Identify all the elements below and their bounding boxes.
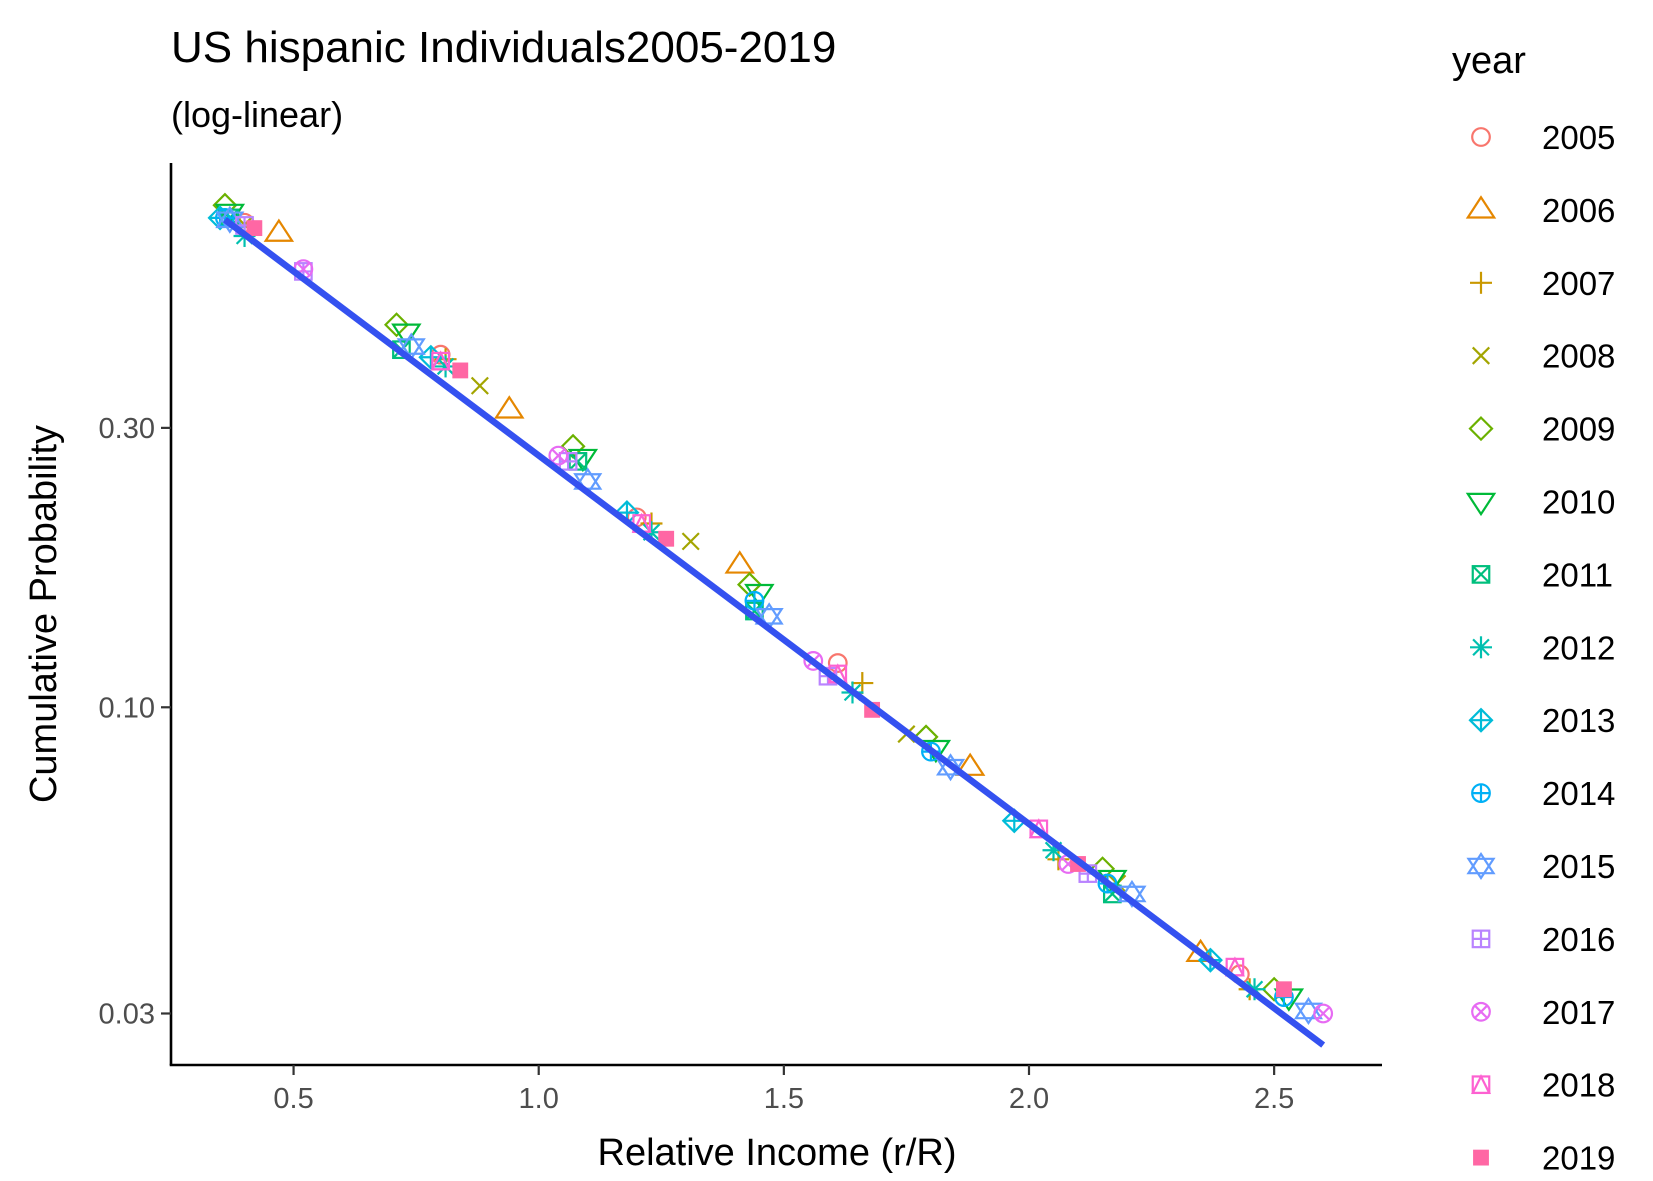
fit-line bbox=[222, 217, 1326, 1048]
legend-key-2017 bbox=[1471, 1001, 1491, 1022]
legend-key-2012 bbox=[1470, 636, 1492, 659]
legend-key-2011 bbox=[1471, 565, 1491, 584]
y-tick-label: 0.30 bbox=[99, 413, 155, 445]
data-point bbox=[396, 332, 426, 361]
data-point bbox=[383, 312, 410, 338]
legend-item-2013: 2013 bbox=[1468, 702, 1615, 739]
legend-label: 2006 bbox=[1542, 192, 1615, 229]
x-tick-label: 1.0 bbox=[519, 1083, 559, 1115]
data-point bbox=[1313, 1003, 1334, 1024]
legend-key-2015 bbox=[1466, 851, 1496, 881]
legend-label: 2014 bbox=[1542, 775, 1615, 812]
data-point bbox=[452, 362, 469, 379]
data-point bbox=[1276, 981, 1292, 998]
data-point bbox=[246, 220, 263, 237]
legend-key-2016 bbox=[1471, 929, 1491, 949]
legend-item-2005: 2005 bbox=[1471, 119, 1615, 156]
legend-items: 2005 2006 2007 2008 2009 2010 2011 2012 2013 2014… bbox=[1465, 119, 1615, 1177]
legend-label: 2015 bbox=[1542, 848, 1615, 885]
legend-key-2005 bbox=[1471, 127, 1491, 147]
x-axis-label: Relative Income (r/R) bbox=[598, 1132, 957, 1174]
data-point bbox=[851, 672, 874, 695]
y-tick-label: 0.10 bbox=[99, 692, 155, 724]
y-axis-ticks: 0.30 0.10 0.03 bbox=[99, 413, 171, 1030]
x-tick-label: 2.0 bbox=[1009, 1083, 1049, 1115]
series-2006 bbox=[263, 218, 1216, 963]
legend-item-2007: 2007 bbox=[1470, 265, 1615, 302]
legend-label: 2013 bbox=[1542, 702, 1615, 739]
x-tick-label: 1.5 bbox=[764, 1083, 804, 1115]
data-point bbox=[548, 445, 569, 466]
legend-key-2018 bbox=[1470, 1073, 1492, 1095]
legend-label: 2011 bbox=[1542, 556, 1613, 593]
legend-item-2019: 2019 bbox=[1473, 1140, 1615, 1177]
legend-item-2011: 2011 bbox=[1471, 556, 1613, 593]
legend-label: 2012 bbox=[1542, 629, 1615, 666]
legend-item-2015: 2015 bbox=[1466, 848, 1615, 885]
legend-label: 2009 bbox=[1542, 411, 1615, 448]
legend-label: 2005 bbox=[1542, 119, 1615, 156]
data-point bbox=[214, 203, 246, 228]
legend-key-2010 bbox=[1465, 492, 1497, 517]
x-tick-label: 0.5 bbox=[273, 1083, 313, 1115]
legend-key-2009 bbox=[1468, 416, 1494, 442]
legend-label: 2019 bbox=[1542, 1140, 1615, 1177]
data-point bbox=[736, 572, 763, 598]
legend-item-2010: 2010 bbox=[1465, 484, 1615, 521]
data-point bbox=[724, 550, 755, 574]
data-point bbox=[681, 532, 700, 551]
legend-title: year bbox=[1452, 40, 1526, 82]
chart-subtitle: (log-linear) bbox=[171, 94, 343, 135]
x-tick-label: 2.5 bbox=[1254, 1083, 1294, 1115]
legend-key-2014 bbox=[1471, 783, 1491, 803]
data-point bbox=[1047, 848, 1070, 871]
legend-key-2007 bbox=[1470, 271, 1492, 294]
data-point bbox=[391, 323, 422, 347]
legend-key-2008 bbox=[1471, 346, 1491, 365]
legend-item-2006: 2006 bbox=[1465, 192, 1615, 229]
points-layer bbox=[207, 192, 1334, 1025]
legend-item-2014: 2014 bbox=[1471, 775, 1615, 812]
legend: year 2005 2006 2007 2008 2009 2010 2011 2012 201… bbox=[1452, 40, 1615, 1177]
legend-label: 2018 bbox=[1542, 1067, 1615, 1104]
legend-label: 2017 bbox=[1542, 994, 1615, 1031]
legend-key-2013 bbox=[1468, 707, 1494, 733]
legend-key-2006 bbox=[1465, 195, 1497, 219]
legend-item-2009: 2009 bbox=[1468, 411, 1615, 448]
legend-label: 2007 bbox=[1542, 265, 1615, 302]
series-2017 bbox=[293, 259, 1334, 1024]
data-point bbox=[754, 602, 784, 631]
plot-panel bbox=[207, 192, 1334, 1048]
data-point bbox=[494, 395, 525, 419]
legend-item-2016: 2016 bbox=[1471, 921, 1615, 958]
data-point bbox=[827, 653, 848, 673]
x-axis-ticks: 0.5 1.0 1.5 2.0 2.5 bbox=[273, 1065, 1294, 1115]
legend-item-2008: 2008 bbox=[1471, 338, 1615, 375]
legend-label: 2016 bbox=[1542, 921, 1615, 958]
data-point bbox=[658, 530, 675, 547]
legend-label: 2010 bbox=[1542, 484, 1615, 521]
legend-key-2019 bbox=[1473, 1149, 1489, 1166]
data-point bbox=[470, 376, 489, 395]
legend-item-2012: 2012 bbox=[1470, 629, 1615, 666]
chart-title: US hispanic Individuals2005-2019 bbox=[171, 23, 836, 72]
data-point bbox=[430, 350, 451, 371]
data-point bbox=[744, 583, 775, 608]
data-point bbox=[954, 752, 986, 776]
series-2008 bbox=[235, 215, 1127, 893]
legend-item-2017: 2017 bbox=[1471, 994, 1615, 1031]
legend-item-2018: 2018 bbox=[1470, 1067, 1615, 1104]
data-point bbox=[744, 590, 765, 611]
legend-label: 2008 bbox=[1542, 338, 1615, 375]
y-tick-label: 0.03 bbox=[99, 998, 155, 1030]
series-2018 bbox=[430, 350, 1245, 977]
data-point bbox=[263, 218, 295, 242]
y-axis-label: Cumulative Probability bbox=[23, 425, 65, 803]
series-2015 bbox=[215, 205, 1324, 1025]
series-2009 bbox=[212, 192, 1287, 1002]
series-2010 bbox=[214, 203, 1305, 1012]
